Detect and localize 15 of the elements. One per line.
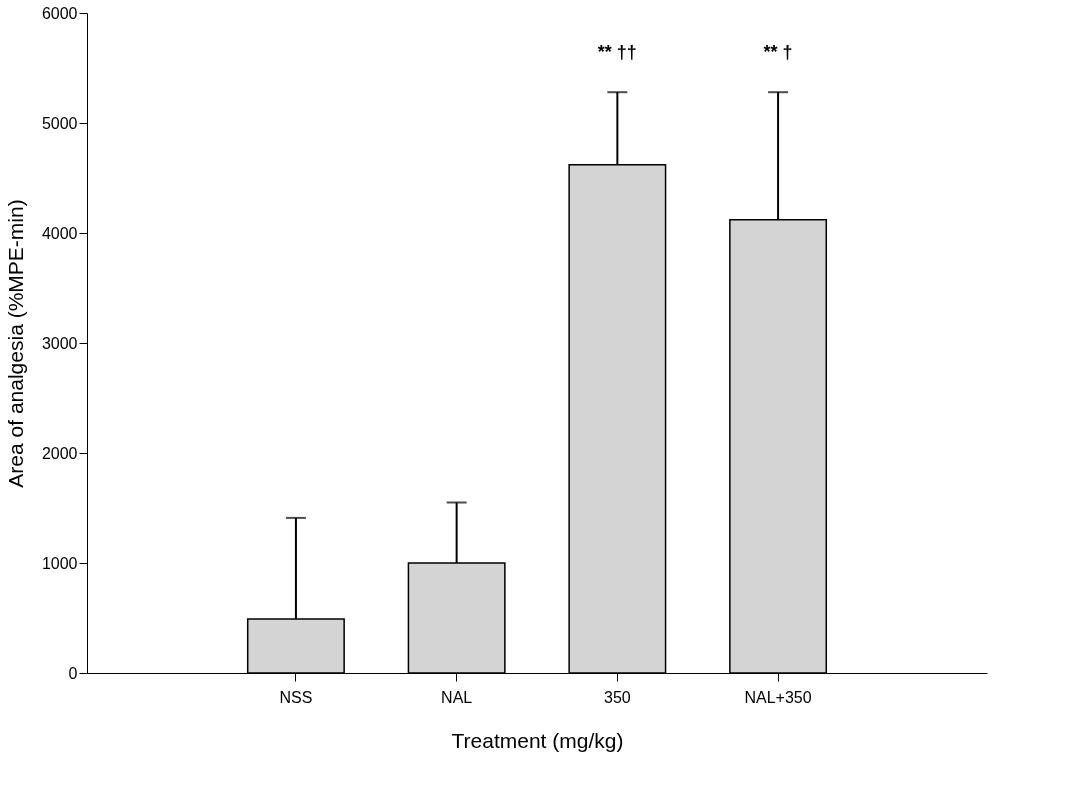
x-tick-label: 350 [604, 688, 631, 706]
y-axis-title: Area of analgesia (%MPE-min) [3, 199, 27, 488]
x-tick-label: NAL+350 [744, 688, 812, 706]
x-axis-title: Treatment (mg/kg) [451, 728, 624, 752]
y-tick-label: 2000 [41, 444, 78, 462]
y-tick-label: 6000 [41, 4, 78, 22]
y-tick-label: 5000 [41, 114, 78, 132]
y-tick-label: 3000 [41, 334, 78, 352]
x-tick-label: NSS [279, 688, 313, 706]
x-tick-label: NAL [441, 688, 473, 706]
y-tick-label: 1000 [41, 554, 78, 572]
annotation: ** †† [597, 42, 637, 62]
y-tick-label: 0 [68, 664, 78, 682]
annotation: ** † [763, 42, 793, 62]
y-tick-label: 4000 [41, 224, 78, 242]
